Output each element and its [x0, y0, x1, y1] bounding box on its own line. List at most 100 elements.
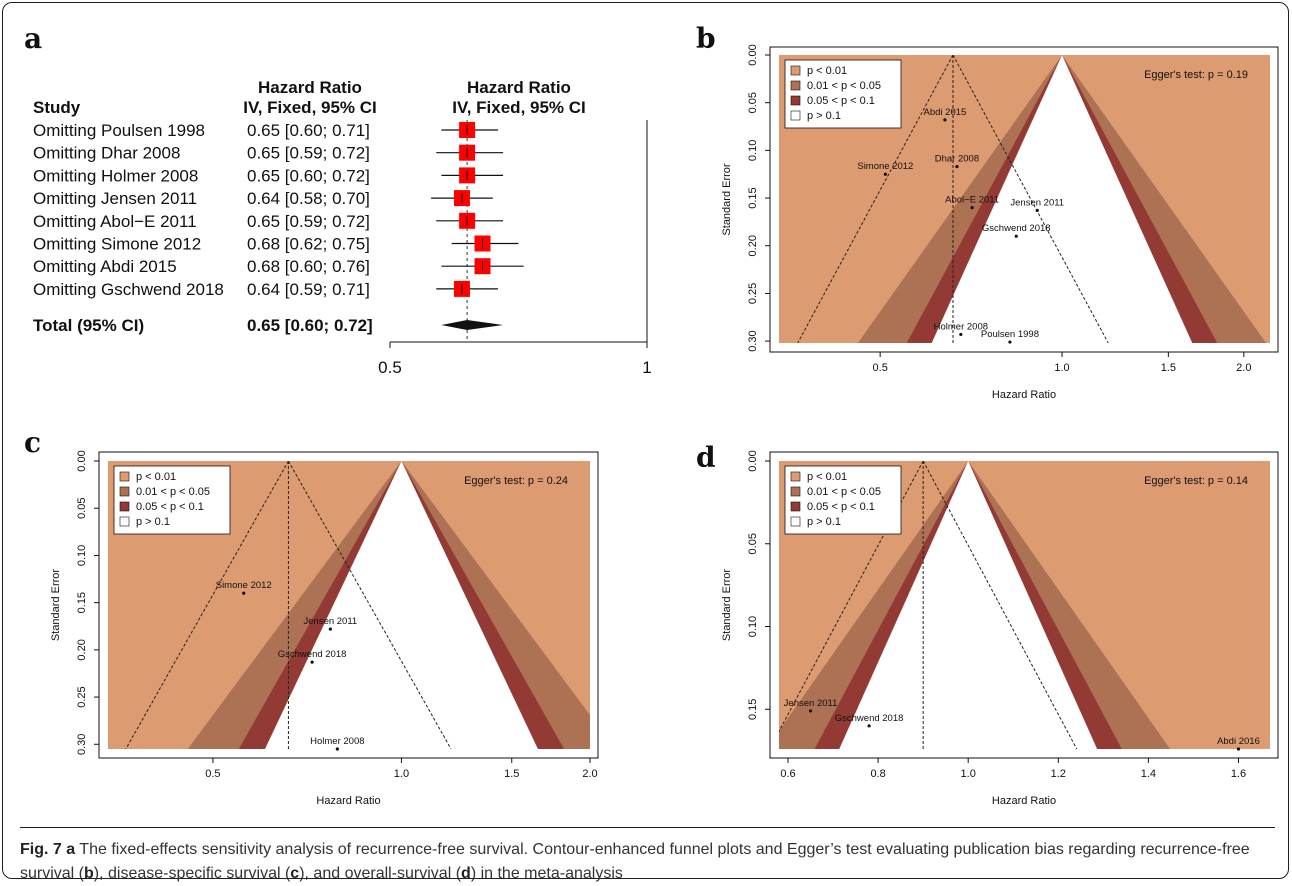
study-header: Study: [33, 98, 81, 117]
study-point-label: Abol−E 2011: [945, 195, 999, 206]
panel-letter-d: d: [696, 441, 716, 474]
egger-test-label: Egger's test: p = 0.19: [1144, 69, 1248, 81]
study-point-label: Gschwend 2018: [278, 649, 347, 660]
y-axis-title: Standard Error: [721, 569, 733, 641]
study-point-label: Abdi 2015: [924, 107, 967, 118]
y-axis-tick-label: 0.05: [747, 92, 759, 113]
study-name: Omitting Dhar 2008: [33, 144, 180, 163]
funnel-plot-disease-specific: Simone 2012 Jensen 2011 Gschwend 2018 Holme…: [50, 450, 599, 807]
study-name: Omitting Abdi 2015: [33, 257, 177, 276]
study-point: [310, 660, 314, 664]
legend-label: 0.05 < p < 0.1: [807, 501, 875, 513]
hr-text-header-1: Hazard Ratio: [258, 78, 362, 97]
study-point-label: Jensen 2011: [304, 616, 358, 627]
y-axis-tick-label: 0.10: [747, 140, 759, 161]
caption-panel-a: a: [66, 841, 76, 858]
study-point: [242, 591, 246, 595]
study-point-label: Simone 2012: [216, 580, 272, 591]
caption-ref-d: d: [461, 865, 471, 882]
study-point-label: Jensen 2011: [784, 698, 838, 709]
panel-letter-a: a: [24, 22, 42, 55]
study-name: Omitting Gschwend 2018: [33, 280, 224, 299]
y-axis-tick-label: 0.00: [747, 450, 759, 471]
legend-label: 0.05 < p < 0.1: [136, 501, 204, 513]
study-point: [1035, 208, 1039, 213]
legend-swatch: [119, 501, 130, 512]
pseudo-ci-left: [797, 55, 954, 343]
study-point: [955, 164, 959, 169]
plot-area: [108, 461, 590, 749]
caption-text-1: The fixed-effects sensitivity analysis o…: [20, 841, 1250, 882]
study-point-label: Abdi 2016: [1217, 736, 1260, 747]
study-point-label: Simone 2012: [857, 161, 913, 172]
legend-label: p > 0.1: [136, 516, 170, 528]
study-point: [1236, 747, 1241, 751]
legend-swatch: [119, 486, 130, 497]
legend-label: p > 0.1: [807, 516, 841, 528]
pseudo-ci-right: [952, 55, 1109, 343]
x-axis-tick-label: 1.2: [1051, 768, 1066, 780]
study-name: Omitting Abol−E 2011: [33, 212, 197, 231]
study-point: [943, 118, 947, 122]
egger-test-label: Egger's test: p = 0.14: [1144, 475, 1248, 487]
legend-label: 0.01 < p < 0.05: [136, 486, 210, 498]
contour-p-gt-01: [931, 55, 1193, 343]
caption-text-3: ), and overall-survival (: [299, 865, 462, 882]
caption-fig-label: Fig. 7: [20, 841, 62, 858]
y-axis-tick-label: 0.20: [747, 235, 759, 256]
study-name: Omitting Holmer 2008: [33, 166, 198, 185]
study-point: [867, 724, 871, 728]
legend-label: p > 0.1: [807, 110, 841, 122]
legend-swatch: [790, 486, 801, 497]
y-axis-tick-label: 0.25: [76, 686, 88, 707]
y-axis-title: Standard Error: [721, 163, 733, 235]
y-axis-tick-label: 0.00: [76, 450, 88, 471]
study-ci-text: 0.65 [0.59; 0.72]: [247, 212, 370, 231]
y-axis-tick-label: 0.05: [747, 533, 759, 554]
y-axis-tick-label: 0.25: [747, 283, 759, 304]
legend-label: 0.01 < p < 0.05: [807, 486, 881, 498]
x-axis-tick-label: 0.6: [780, 768, 795, 780]
legend-swatch: [790, 65, 801, 76]
panel-letter-c: c: [24, 426, 41, 459]
study-point: [970, 205, 974, 210]
y-axis-tick-label: 0.10: [76, 545, 88, 566]
legend-label: p < 0.01: [807, 65, 847, 77]
legend-swatch: [119, 516, 130, 527]
hr-plot-header-1: Hazard Ratio: [467, 78, 571, 97]
legend-label: p < 0.01: [136, 471, 176, 483]
x-axis-tick-label: 1.0: [961, 768, 976, 780]
legend-box: [784, 465, 902, 535]
study-point-label: Dhar 2008: [935, 154, 979, 165]
x-axis-title: Hazard Ratio: [992, 389, 1056, 401]
legend-swatch: [790, 501, 801, 512]
hr-text-header-2: IV, Fixed, 95% CI: [243, 98, 377, 117]
study-point: [1014, 234, 1018, 238]
study-name: Omitting Simone 2012: [33, 235, 201, 254]
study-point: [959, 332, 963, 337]
study-ci-text: 0.68 [0.60; 0.76]: [247, 257, 370, 276]
study-point: [883, 172, 887, 176]
study-point-label: Jensen 2011: [1010, 197, 1064, 208]
y-axis-tick-label: 0.15: [747, 187, 759, 208]
y-axis-tick-label: 0.30: [747, 330, 759, 351]
x-axis-tick-label: 1.5: [504, 768, 519, 780]
x-axis-title: Hazard Ratio: [992, 795, 1056, 807]
study-point-label: Gschwend 2018: [835, 713, 904, 724]
caption-text-4: ) in the meta-analysis: [470, 865, 623, 882]
caption-ref-b: b: [84, 865, 94, 882]
study-ci-text: 0.68 [0.62; 0.75]: [247, 235, 370, 254]
figure-caption: Fig. 7 a The fixed-effects sensitivity a…: [20, 827, 1275, 886]
study-point-label: Holmer 2008: [310, 736, 364, 747]
hr-plot-header-2: IV, Fixed, 95% CI: [452, 98, 586, 117]
pseudo-ci-left: [779, 461, 924, 733]
total-label: Total (95% CI): [33, 316, 144, 335]
funnel-plot-overall-survival: Jensen 2011 Gschwend 2018 Abdi 2016 0.6 0.8 1…: [721, 450, 1279, 807]
contour-p-gt-01: [839, 461, 1098, 749]
x-axis-tick-label: 2.0: [582, 768, 597, 780]
legend-swatch: [790, 516, 801, 527]
y-axis-tick-label: 0.05: [76, 498, 88, 519]
caption-ref-c: c: [290, 865, 300, 882]
legend-swatch: [119, 471, 130, 482]
